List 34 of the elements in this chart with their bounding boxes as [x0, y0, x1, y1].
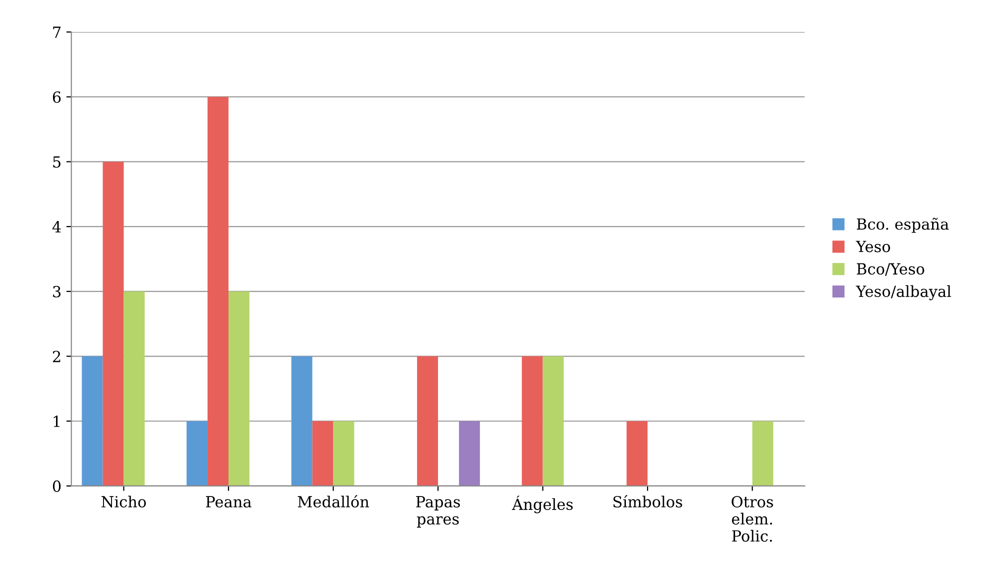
- bar: [102, 162, 124, 486]
- y-tick-label: 3: [53, 286, 60, 298]
- y-tick-label: 4: [52, 221, 61, 232]
- bar: [752, 421, 774, 486]
- bar: [417, 356, 438, 486]
- y-tick-label: 7: [53, 26, 61, 38]
- bar: [458, 421, 480, 486]
- bar: [312, 421, 334, 486]
- legend-label: Yeso: [856, 240, 890, 252]
- bar: [522, 356, 543, 486]
- legend-label: Bco/Yeso: [856, 263, 924, 276]
- x-tick-label: Papas pares: [416, 496, 460, 528]
- bar: [542, 356, 564, 486]
- bar: [626, 421, 648, 486]
- y-tick-label: 0: [52, 480, 61, 492]
- legend-label: Bco. españa: [856, 218, 949, 233]
- y-tick-label: 1: [54, 416, 60, 427]
- x-tick-label: Otros elem. Polic.: [732, 496, 774, 542]
- bar: [228, 291, 250, 486]
- y-tick-label: 2: [52, 350, 60, 362]
- bar: [333, 421, 354, 486]
- bar: [208, 96, 228, 486]
- bar: [186, 421, 208, 486]
- x-tick-label: Ángeles: [512, 496, 573, 514]
- bar: [291, 356, 312, 486]
- legend-label: Yeso/albayal: [856, 285, 952, 300]
- x-tick-label: Peana: [206, 496, 252, 508]
- y-tick-label: 5: [53, 156, 60, 168]
- x-tick-label: Medallón: [298, 495, 370, 508]
- bar: [124, 291, 145, 486]
- x-tick-label: Símbolos: [613, 495, 682, 508]
- bar: [82, 356, 103, 486]
- y-tick-label: 6: [52, 91, 61, 103]
- x-tick-label: Nicho: [102, 496, 146, 508]
